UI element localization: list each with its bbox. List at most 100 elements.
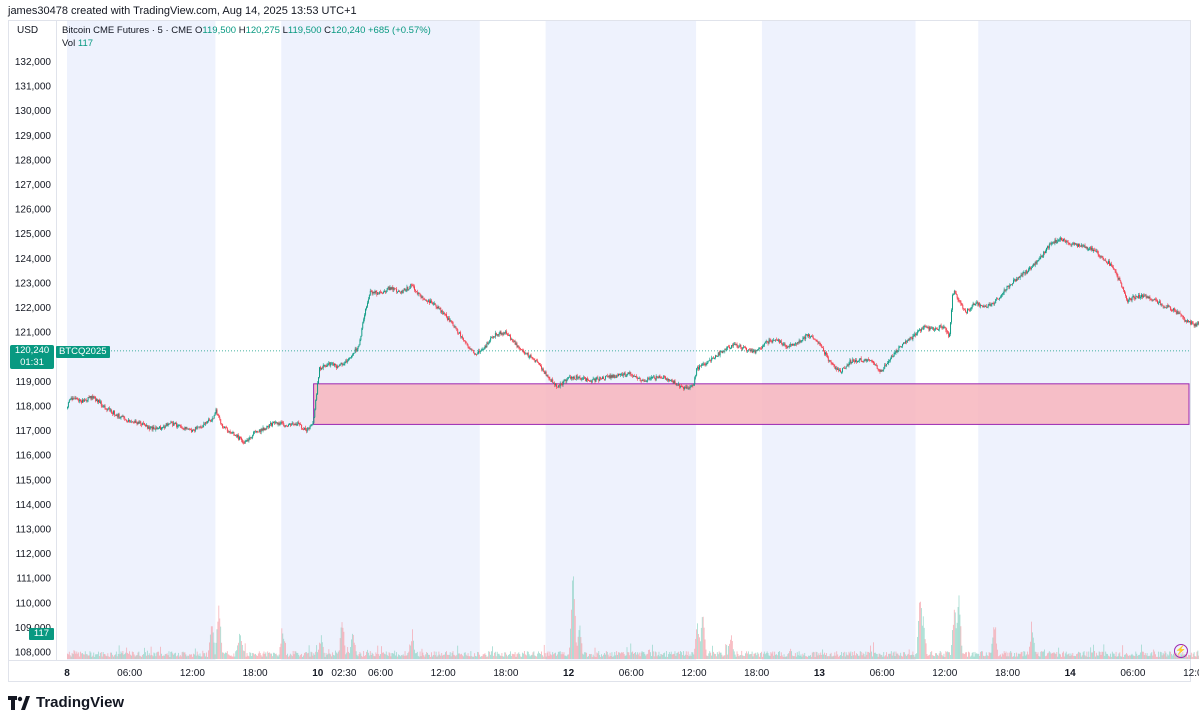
- volume-bar: [980, 651, 982, 659]
- candle-body: [181, 427, 183, 429]
- volume-bar: [763, 651, 765, 659]
- volume-bar: [509, 654, 510, 659]
- candle-body: [1003, 289, 1005, 293]
- legend-symbol-title[interactable]: Bitcoin CME Futures · 5 · CME: [62, 25, 193, 36]
- volume-bar: [967, 651, 969, 659]
- volume-bar: [1081, 655, 1083, 659]
- volume-bar: [732, 649, 734, 659]
- candle-body: [427, 301, 429, 302]
- volume-bar: [75, 653, 77, 659]
- candle-body: [447, 318, 449, 320]
- candle-body: [192, 429, 193, 432]
- candle-body: [826, 355, 828, 358]
- x-tick-label: 06:00: [368, 668, 393, 679]
- candle-body: [415, 291, 417, 292]
- candle-body: [84, 399, 86, 401]
- candle-body: [1048, 243, 1050, 248]
- volume-bar: [651, 644, 653, 659]
- tradingview-brand[interactable]: TradingView: [8, 694, 124, 711]
- candle-body: [858, 359, 860, 361]
- y-tick-label: 112,000: [16, 549, 52, 560]
- candle-body: [237, 435, 239, 437]
- candle-body: [257, 431, 259, 433]
- candle-body: [793, 343, 794, 346]
- candle-body: [1002, 292, 1004, 295]
- volume-bar: [119, 654, 121, 659]
- candle-body: [759, 347, 761, 349]
- volume-bar: [800, 654, 802, 659]
- legend-high-key: H: [238, 25, 246, 36]
- volume-bar: [713, 651, 714, 659]
- currency-label[interactable]: USD: [17, 25, 39, 36]
- volume-bar: [439, 654, 441, 659]
- candle-body: [873, 363, 875, 365]
- volume-bar: [526, 651, 528, 659]
- volume-bar: [135, 655, 137, 659]
- volume-bar: [332, 652, 334, 659]
- volume-bar: [114, 655, 115, 659]
- volume-bar: [1122, 645, 1124, 659]
- candle-body: [603, 377, 604, 380]
- legend-vol-key[interactable]: Vol: [62, 38, 76, 49]
- legend-high: 120,275: [245, 25, 280, 36]
- candle-body: [369, 290, 371, 295]
- volume-bar: [1164, 651, 1166, 659]
- candle-body: [1022, 272, 1024, 276]
- volume-bar: [700, 627, 702, 659]
- candle-body: [684, 387, 686, 389]
- candle-body: [95, 396, 97, 401]
- lightning-icon[interactable]: ⚡: [1174, 644, 1188, 658]
- volume-bar: [205, 656, 207, 659]
- volume-bar: [252, 652, 254, 659]
- candle-body: [959, 300, 961, 302]
- candle-body: [957, 297, 959, 301]
- volume-bar: [1194, 655, 1196, 659]
- volume-bar: [225, 652, 227, 659]
- candle-body: [1019, 276, 1021, 278]
- volume-bar: [446, 651, 447, 659]
- volume-bar: [754, 653, 756, 659]
- candle-body: [372, 291, 374, 294]
- candle-body: [444, 313, 446, 315]
- volume-bar: [1030, 641, 1031, 659]
- candle-body: [414, 286, 415, 291]
- volume-bar: [1113, 653, 1115, 659]
- volume-bar: [718, 651, 720, 659]
- volume-bar: [1072, 652, 1074, 659]
- candle-body: [741, 347, 743, 350]
- candle-body: [347, 360, 349, 362]
- volume-bar: [1060, 654, 1061, 659]
- candle-body: [972, 303, 974, 306]
- volume-bar: [386, 654, 388, 659]
- volume-bar: [243, 651, 245, 659]
- volume-bar: [120, 651, 122, 659]
- volume-bar: [696, 629, 697, 659]
- volume-bar: [572, 576, 574, 659]
- volume-bar: [658, 651, 660, 659]
- candle-body: [96, 399, 98, 401]
- volume-bar: [358, 654, 360, 659]
- volume-bar: [483, 654, 485, 659]
- candle-body: [284, 426, 286, 428]
- volume-bar: [603, 654, 604, 659]
- volume-bar: [710, 652, 712, 659]
- volume-bar: [1196, 651, 1198, 659]
- candle-body: [512, 340, 514, 342]
- candle-body: [126, 419, 128, 422]
- volume-bar: [185, 654, 187, 659]
- candle-body: [768, 339, 770, 344]
- volume-bar: [811, 652, 813, 659]
- volume-bar: [666, 651, 667, 659]
- volume-bar: [1112, 653, 1114, 659]
- candle-body: [240, 437, 242, 441]
- candle-body: [943, 326, 945, 328]
- candle-body: [993, 303, 995, 305]
- volume-bar: [206, 652, 207, 659]
- volume-bar: [881, 654, 883, 659]
- candle-body: [446, 316, 448, 320]
- volume-bar: [280, 643, 282, 659]
- volume-bar: [1101, 651, 1103, 659]
- volume-bar: [361, 655, 363, 659]
- volume-bar: [402, 654, 404, 659]
